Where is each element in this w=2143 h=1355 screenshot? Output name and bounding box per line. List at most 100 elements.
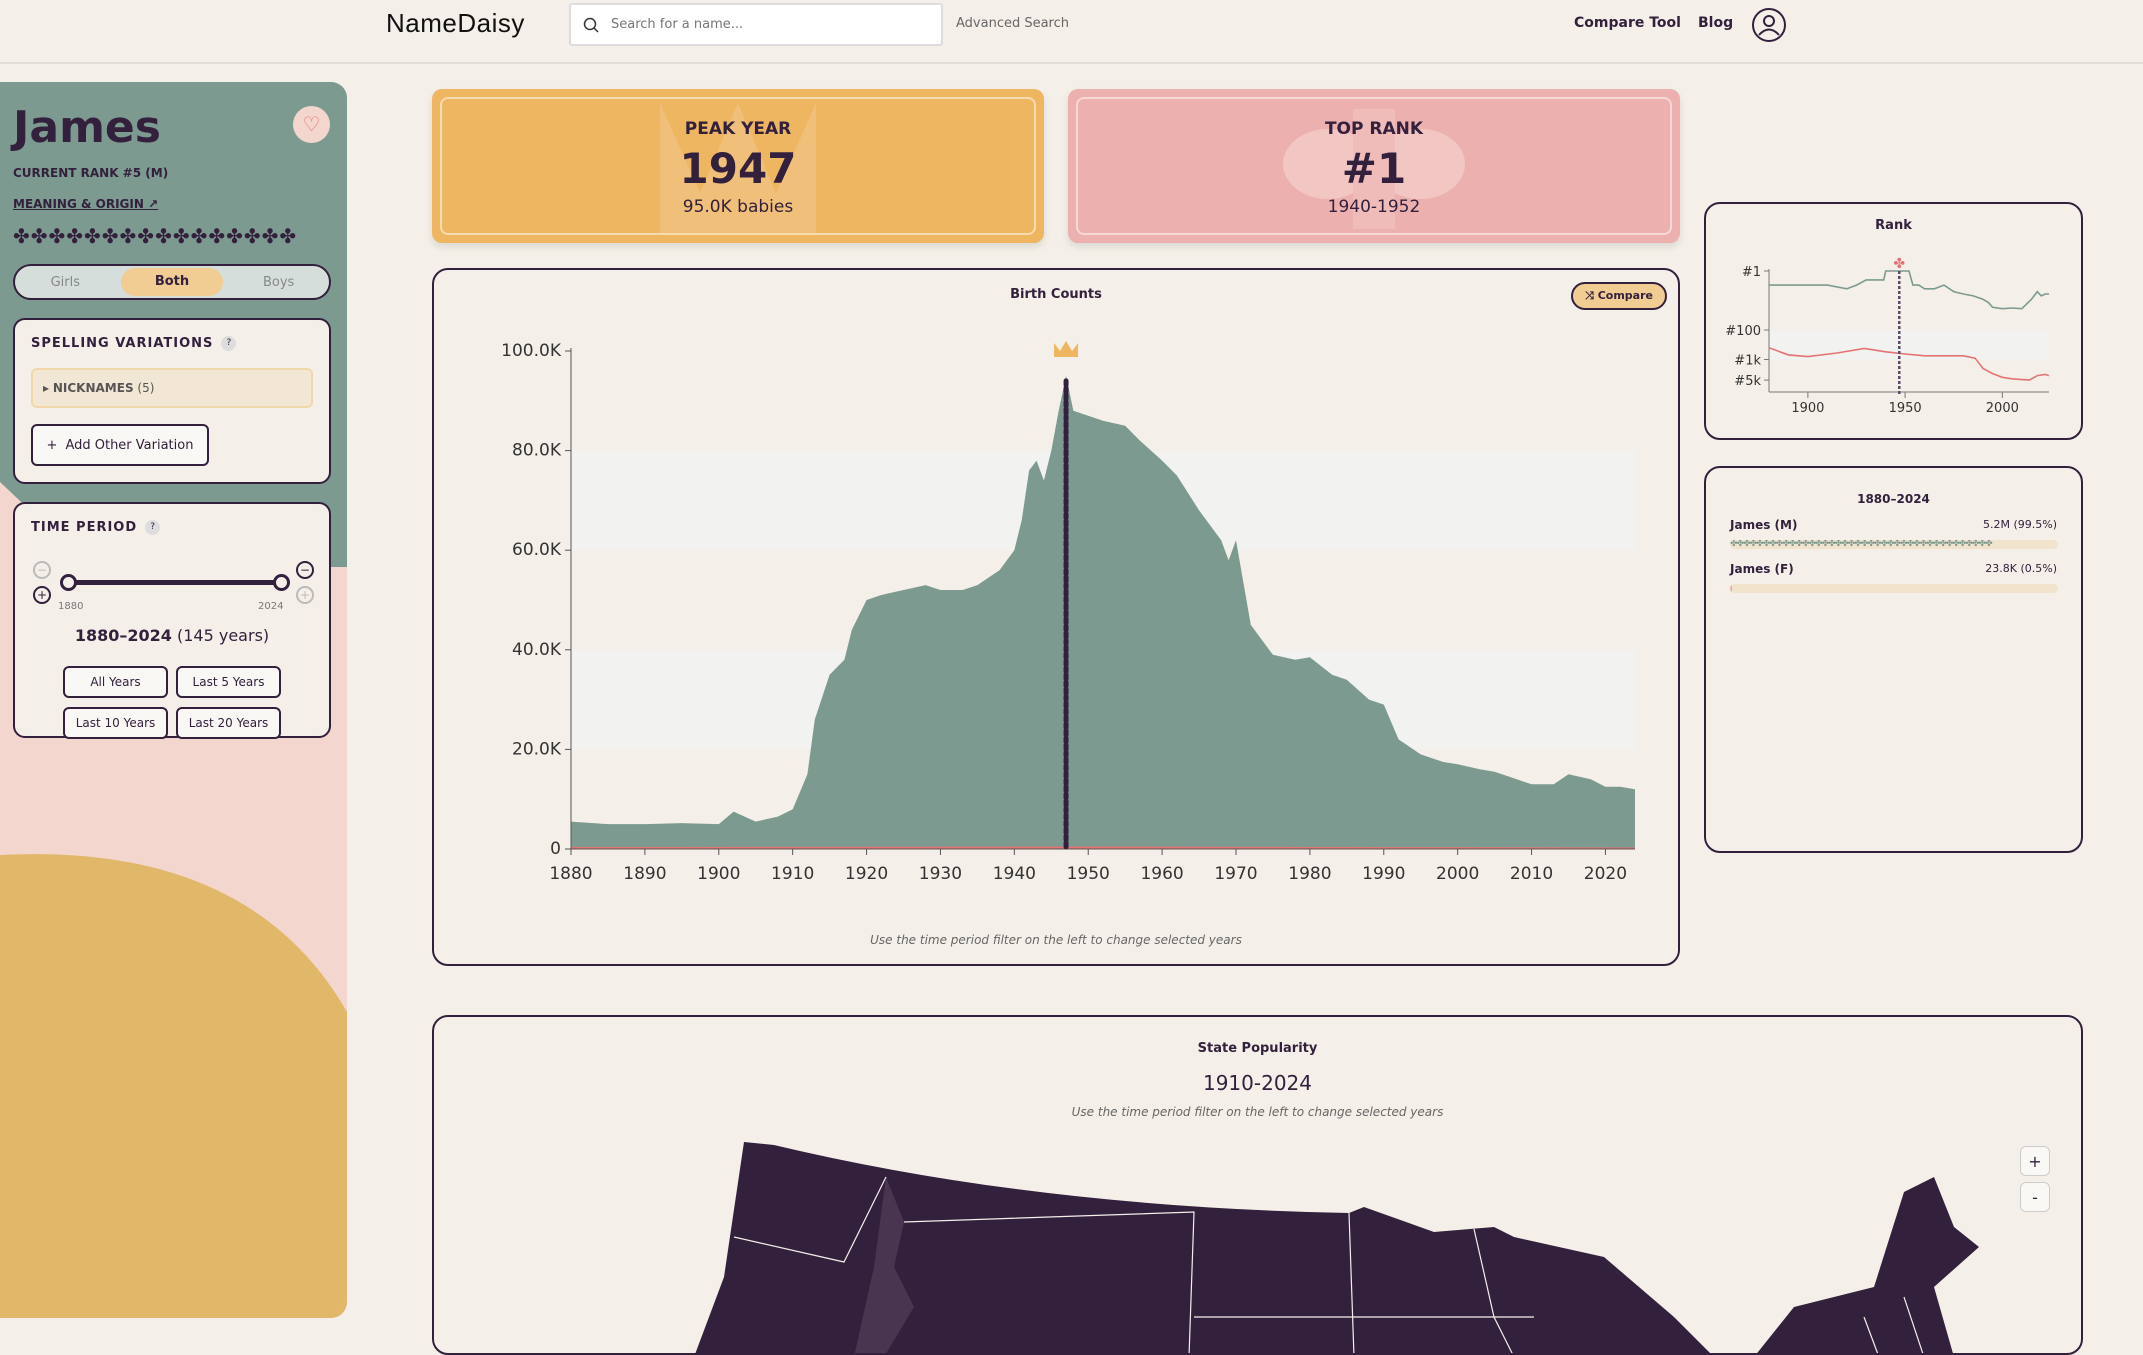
favorite-heart-icon[interactable]: ♡ xyxy=(293,106,330,143)
start-plus-button[interactable]: + xyxy=(33,586,51,604)
total-bar-fill-m: ✤✤✤✤✤✤✤✤✤✤✤✤✤✤✤✤✤✤✤✤✤✤✤✤✤✤✤✤✤✤✤✤✤✤✤✤✤✤✤✤ xyxy=(1730,540,1993,549)
map-note: Use the time period filter on the left t… xyxy=(1071,1105,1444,1119)
range-years: (145 years) xyxy=(177,626,270,645)
last-10-years-button[interactable]: Last 10 Years xyxy=(63,707,168,739)
map-zoom-out-button[interactable]: - xyxy=(2020,1182,2050,1212)
compare-tool-link[interactable]: Compare Tool xyxy=(1574,15,1681,31)
crown-icon xyxy=(1054,341,1079,357)
end-minus-button[interactable]: − xyxy=(296,561,314,579)
caret-right-icon: ▸ xyxy=(43,381,50,395)
compare-label: Compare xyxy=(1597,289,1653,302)
x-tick-label: 2020 xyxy=(1584,864,1627,884)
x-tick-label: 1900 xyxy=(1791,401,1824,416)
nicknames-toggle[interactable]: ▸ NICKNAMES (5) xyxy=(31,368,313,408)
total-bar-f xyxy=(1730,584,2058,593)
y-tick-label: 100.0K xyxy=(501,341,562,361)
top-rank-card: TOP RANK #1 1940-1952 xyxy=(1068,89,1680,243)
flower-divider: ✤✤✤✤✤✤✤✤✤✤✤✤✤✤✤✤ xyxy=(13,224,298,248)
name-title: James xyxy=(13,102,161,153)
totals-card: 1880–2024 James (M) 5.2M (99.5%) ✤✤✤✤✤✤✤… xyxy=(1704,466,2083,853)
nicknames-count: (5) xyxy=(137,381,155,395)
user-account-icon[interactable] xyxy=(1751,7,1787,43)
totals-title: 1880–2024 xyxy=(1857,492,1930,506)
range-max-label: 2024 xyxy=(258,601,284,612)
map-state-idaho xyxy=(854,1177,914,1353)
map-title: State Popularity xyxy=(1197,1041,1318,1056)
peak-year-label: PEAK YEAR xyxy=(684,119,792,139)
all-years-button[interactable]: All Years xyxy=(63,666,168,698)
x-tick-label: 1990 xyxy=(1362,864,1405,884)
last-5-years-button[interactable]: Last 5 Years xyxy=(176,666,281,698)
x-tick-label: 2010 xyxy=(1510,864,1553,884)
top-rank-value: #1 xyxy=(1341,144,1407,193)
x-tick-label: 1980 xyxy=(1288,864,1331,884)
x-tick-label: 1920 xyxy=(845,864,888,884)
range-start-handle[interactable] xyxy=(60,574,77,591)
x-tick-label: 2000 xyxy=(1436,864,1479,884)
name-sidebar: James ♡ CURRENT RANK #5 (M) MEANING & OR… xyxy=(0,82,347,1318)
range-min-label: 1880 xyxy=(58,601,84,612)
x-tick-label: 1890 xyxy=(623,864,666,884)
y-tick-label: #5k xyxy=(1734,374,1761,389)
plus-icon: + xyxy=(46,437,58,453)
meaning-origin-link[interactable]: MEANING & ORIGIN ↗ xyxy=(13,197,158,211)
map-states-northeast xyxy=(1757,1177,1979,1353)
birth-counts-title: Birth Counts xyxy=(1010,287,1102,302)
add-variation-label: Add Other Variation xyxy=(65,437,194,453)
end-plus-button[interactable]: + xyxy=(296,586,314,604)
search-box[interactable] xyxy=(569,3,943,46)
total-bar-m: ✤✤✤✤✤✤✤✤✤✤✤✤✤✤✤✤✤✤✤✤✤✤✤✤✤✤✤✤✤✤✤✤✤✤✤✤✤✤✤✤ xyxy=(1730,540,2058,549)
map-zoom-in-button[interactable]: + xyxy=(2020,1146,2050,1176)
x-tick-label: 1950 xyxy=(1889,401,1922,416)
blog-link[interactable]: Blog xyxy=(1698,15,1734,31)
x-tick-label: 1950 xyxy=(1067,864,1110,884)
top-rank-years: 1940-1952 xyxy=(1327,197,1421,217)
tab-girls[interactable]: Girls xyxy=(50,274,81,290)
rank-card: Rank xyxy=(1704,202,2083,440)
map-years: 1910-2024 xyxy=(1202,1071,1312,1095)
rank-line-f xyxy=(1768,347,2050,381)
y-tick-label: #100 xyxy=(1725,324,1761,339)
gender-toggle: Girls Both Boys xyxy=(13,264,331,300)
time-period-panel: TIME PERIOD ? − + − + 1880 2024 1880–202… xyxy=(13,502,331,739)
search-icon xyxy=(583,17,599,33)
us-state-map[interactable] xyxy=(434,1017,2083,1355)
y-tick-label: #1k xyxy=(1734,354,1761,369)
total-label-m: James (M) xyxy=(1730,518,1798,532)
map-states-west xyxy=(695,1142,1710,1353)
add-variation-button[interactable]: + Add Other Variation xyxy=(31,424,209,466)
time-period-title: TIME PERIOD xyxy=(31,520,138,535)
state-popularity-card: State Popularity 1910-2024 Use the time … xyxy=(432,1015,2083,1355)
rank-line-m xyxy=(1769,270,2049,310)
range-end-handle[interactable] xyxy=(273,574,290,591)
rank-title: Rank xyxy=(1875,218,1912,233)
total-value-f: 23.8K (0.5%) xyxy=(1985,562,2057,575)
compare-button[interactable]: ⤨ Compare xyxy=(1571,282,1667,310)
birth-counts-chart: 0 20.0K 40.0K 60.0K 80.0K 100.0K 1880 1890 1900 1… xyxy=(501,341,1636,884)
help-icon[interactable]: ? xyxy=(145,520,161,535)
time-period-title-row: TIME PERIOD ? xyxy=(31,520,161,535)
top-rank-label: TOP RANK xyxy=(1324,119,1424,139)
x-tick-label: 1960 xyxy=(1140,864,1183,884)
advanced-search-link[interactable]: Advanced Search xyxy=(956,16,1070,31)
x-tick-label: 1910 xyxy=(771,864,814,884)
search-input[interactable] xyxy=(611,17,911,32)
range-slider-track[interactable] xyxy=(65,580,285,585)
current-rank: CURRENT RANK #5 (M) xyxy=(13,166,169,180)
shuffle-icon: ⤨ xyxy=(1585,289,1594,302)
tab-both[interactable]: Both xyxy=(120,268,223,296)
start-minus-button[interactable]: − xyxy=(33,561,51,579)
area-series-m xyxy=(571,375,1635,849)
tab-boys[interactable]: Boys xyxy=(262,274,295,290)
y-tick-label: #1 xyxy=(1742,265,1761,280)
y-tick-label: 60.0K xyxy=(512,540,562,560)
y-tick-label: 40.0K xyxy=(512,640,562,660)
help-icon[interactable]: ? xyxy=(221,336,237,351)
peak-year-card: PEAK YEAR 1947 95.0K babies xyxy=(432,89,1044,243)
total-value-m: 5.2M (99.5%) xyxy=(1982,518,2057,531)
range-summary: 1880–2024 (145 years) xyxy=(15,626,329,645)
logo[interactable]: NameDaisy xyxy=(386,8,525,38)
x-tick-label: 1970 xyxy=(1214,864,1257,884)
last-20-years-button[interactable]: Last 20 Years xyxy=(176,707,281,739)
x-tick-label: 1880 xyxy=(549,864,592,884)
